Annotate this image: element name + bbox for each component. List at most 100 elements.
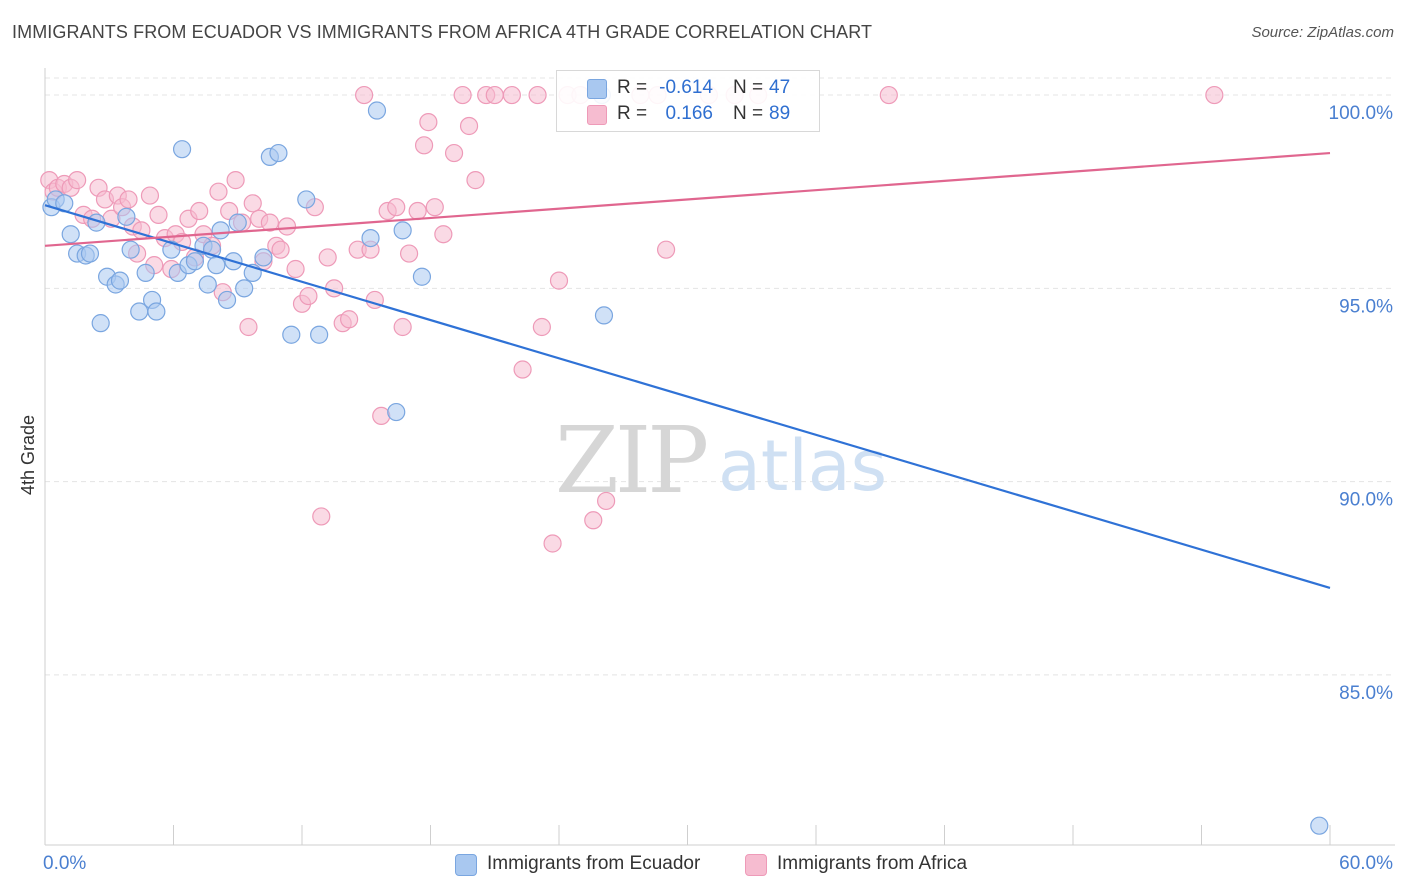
- y-axis-label: 4th Grade: [18, 415, 38, 495]
- africa-point: [140, 186, 160, 205]
- trend-lines: [44, 151, 1331, 589]
- y-tick-label: 85.0%: [1339, 683, 1393, 704]
- legend-r-value: -0.614: [659, 77, 713, 98]
- africa-point: [277, 217, 297, 236]
- ecuador-point: [1310, 816, 1329, 835]
- ecuador-point: [217, 290, 237, 310]
- africa-point: [325, 279, 344, 298]
- ecuador-point: [117, 207, 136, 226]
- africa-point: [879, 85, 898, 105]
- africa-point: [549, 271, 569, 290]
- africa-point: [466, 171, 485, 190]
- africa-point: [485, 85, 504, 105]
- africa-point: [209, 182, 228, 201]
- africa-trend-line: [44, 151, 1331, 247]
- legend-label-africa: Immigrants from Africa: [777, 853, 968, 874]
- ecuador-point: [211, 221, 230, 240]
- chart-source: Source: ZipAtlas.com: [1251, 24, 1394, 41]
- africa-point: [318, 248, 337, 267]
- africa-point: [414, 136, 434, 155]
- africa-point: [387, 198, 406, 217]
- africa-point: [243, 194, 262, 213]
- ecuador-point: [121, 240, 140, 259]
- gridlines: [45, 77, 1395, 676]
- africa-point: [656, 240, 676, 259]
- ecuador-point: [254, 248, 273, 267]
- africa-point: [239, 317, 258, 337]
- legend-swatch-africa: [745, 854, 767, 876]
- ecuador-point: [235, 279, 254, 298]
- africa-point: [502, 85, 521, 105]
- ecuador-point: [147, 302, 166, 321]
- africa-point: [597, 491, 616, 511]
- africa-point: [286, 259, 305, 279]
- ecuador-point: [110, 271, 130, 290]
- x-tick-label: 60.0%: [1339, 853, 1393, 874]
- ecuador-point: [361, 228, 380, 248]
- africa-point: [355, 85, 374, 105]
- africa-point: [408, 201, 427, 221]
- legend-n-label: N =: [733, 103, 764, 124]
- watermark-atlas: atlas: [718, 425, 887, 507]
- ecuador-point: [594, 306, 614, 325]
- africa-point: [119, 190, 138, 209]
- ecuador-point: [393, 221, 412, 240]
- africa-point: [459, 116, 479, 136]
- ecuador-point: [282, 325, 301, 344]
- africa-point: [226, 171, 245, 190]
- africa-point: [399, 244, 419, 263]
- ecuador-point: [367, 101, 387, 120]
- ecuador-point: [269, 143, 288, 163]
- ecuador-trend-line: [44, 204, 1331, 589]
- x-tick-label: 0.0%: [43, 853, 86, 874]
- africa-point: [425, 198, 444, 217]
- africa-point: [419, 113, 438, 132]
- ecuador-point: [91, 314, 110, 333]
- africa-point: [513, 360, 532, 379]
- ecuador-point: [136, 263, 155, 282]
- ecuador-point: [310, 325, 329, 344]
- africa-point: [68, 171, 87, 190]
- legend-r-value: 0.166: [665, 103, 713, 124]
- africa-point: [312, 507, 331, 526]
- ecuador-point: [172, 140, 192, 159]
- legend-r-label: R =: [617, 77, 648, 98]
- legend-n-label: N =: [733, 77, 764, 98]
- legend-label-ecuador: Immigrants from Ecuador: [487, 853, 701, 874]
- correlation-legend: R = -0.614 N = 47 R = 0.166 N = 89: [556, 70, 820, 132]
- ecuador-point: [228, 213, 247, 232]
- watermark: ZIP atlas: [555, 407, 887, 514]
- tick-labels: 85.0% 90.0% 95.0% 100.0% 0.0% 60.0%: [43, 103, 1393, 874]
- africa-point: [340, 310, 359, 329]
- legend-item-africa[interactable]: Immigrants from Africa: [745, 852, 1005, 876]
- legend-swatch-ecuador: [587, 79, 607, 99]
- africa-point: [543, 534, 562, 553]
- africa-point: [532, 317, 551, 337]
- ecuador-point: [387, 402, 406, 422]
- ecuador-point: [61, 225, 80, 244]
- ecuador-point: [198, 275, 217, 294]
- ecuador-point: [80, 244, 100, 263]
- axes: [44, 68, 1395, 846]
- africa-point: [584, 511, 603, 530]
- africa-point: [271, 240, 290, 259]
- chart-title: IMMIGRANTS FROM ECUADOR VS IMMIGRANTS FR…: [12, 22, 873, 42]
- africa-point: [190, 201, 209, 221]
- legend-n-value: 47: [769, 77, 791, 98]
- africa-point: [260, 213, 279, 232]
- africa-point: [444, 143, 464, 163]
- africa-point: [149, 205, 168, 224]
- watermark-zip: ZIP: [555, 407, 706, 514]
- ecuador-point: [412, 267, 432, 286]
- africa-point: [372, 406, 391, 426]
- africa-point: [1205, 85, 1224, 105]
- legend-n-value: 89: [769, 103, 791, 124]
- y-tick-label: 100.0%: [1329, 103, 1394, 124]
- ecuador-point: [185, 252, 205, 271]
- africa-point: [299, 286, 318, 306]
- legend-swatch-ecuador: [455, 854, 477, 876]
- ecuador-point: [162, 240, 181, 259]
- y-tick-label: 95.0%: [1339, 296, 1393, 317]
- legend-item-ecuador[interactable]: Immigrants from Ecuador: [455, 852, 725, 876]
